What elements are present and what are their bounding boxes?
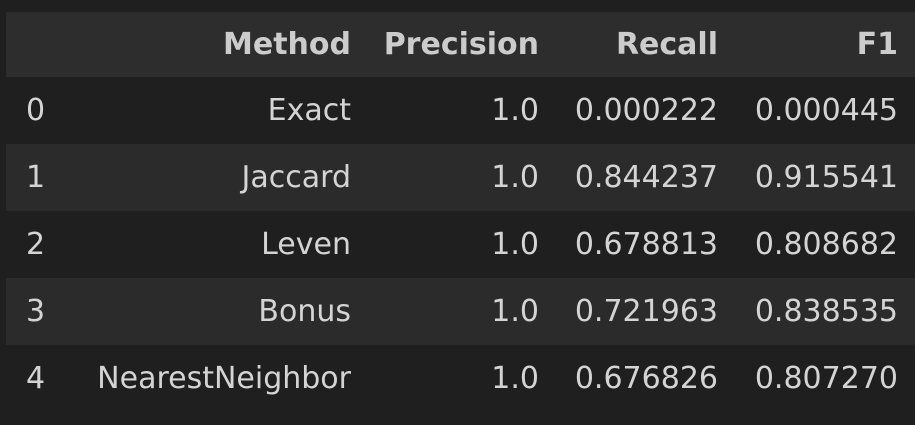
index-header	[6, 12, 66, 77]
table-row: 2 Leven 1.0 0.678813 0.808682	[6, 211, 915, 278]
precision-header: Precision	[383, 27, 539, 62]
method-header: Method	[223, 27, 351, 62]
row-index: 3	[26, 294, 46, 329]
recall-cell: 0.000222	[574, 93, 718, 128]
row-index: 4	[26, 361, 46, 396]
dataframe-table: Method Precision Recall F1 0 Exact 1.0 0…	[6, 12, 915, 412]
table-row: 3 Bonus 1.0 0.721963 0.838535	[6, 278, 915, 345]
precision-cell: 1.0	[491, 227, 539, 262]
f1-cell: 0.838535	[754, 294, 898, 329]
recall-header: Recall	[615, 27, 718, 62]
table-body: 0 Exact 1.0 0.000222 0.000445 1 Jaccard …	[6, 77, 915, 412]
table-row: 1 Jaccard 1.0 0.844237 0.915541	[6, 144, 915, 211]
recall-cell: 0.844237	[574, 160, 718, 195]
precision-cell: 1.0	[491, 160, 539, 195]
f1-cell: 0.808682	[754, 227, 898, 262]
row-index: 2	[26, 227, 46, 262]
table-header: Method Precision Recall F1	[6, 12, 915, 77]
row-index: 0	[26, 93, 46, 128]
method-cell: Exact	[267, 93, 351, 128]
recall-cell: 0.676826	[574, 361, 718, 396]
row-index: 1	[26, 160, 46, 195]
precision-cell: 1.0	[491, 294, 539, 329]
method-cell: Leven	[261, 227, 351, 262]
precision-cell: 1.0	[491, 361, 539, 396]
f1-cell: 0.000445	[754, 93, 898, 128]
table-row: 4 NearestNeighbor 1.0 0.676826 0.807270	[6, 345, 915, 412]
f1-cell: 0.915541	[754, 160, 898, 195]
f1-header: F1	[856, 27, 898, 62]
method-cell: NearestNeighbor	[97, 361, 351, 396]
method-cell: Bonus	[258, 294, 351, 329]
recall-cell: 0.721963	[574, 294, 718, 329]
recall-cell: 0.678813	[574, 227, 718, 262]
precision-cell: 1.0	[491, 93, 539, 128]
method-cell: Jaccard	[241, 160, 351, 195]
table-row: 0 Exact 1.0 0.000222 0.000445	[6, 77, 915, 144]
header-row: Method Precision Recall F1	[6, 12, 915, 77]
f1-cell: 0.807270	[754, 361, 898, 396]
